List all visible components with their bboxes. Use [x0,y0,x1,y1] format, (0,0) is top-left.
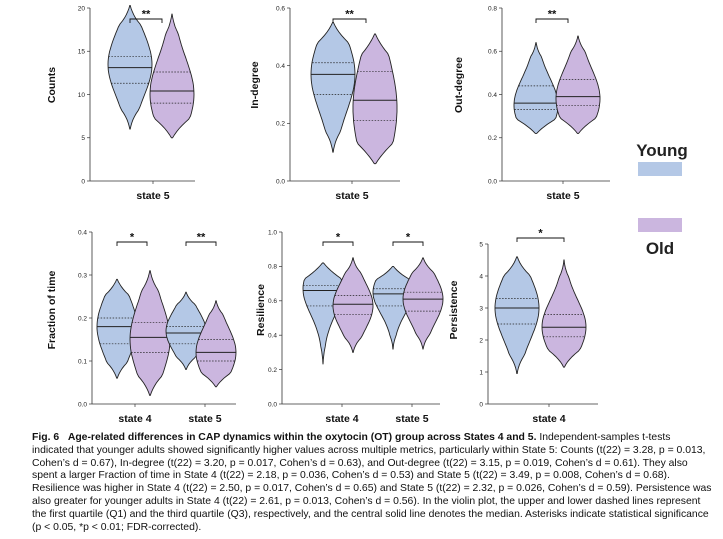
violin-young-state-5 [372,265,414,350]
violin-old-state-5 [195,300,237,388]
y-tick-label: 15 [78,49,86,56]
y-tick-label: 0.8 [488,5,497,12]
y-tick-label: 0.4 [78,229,87,236]
y-axis-title: Persistence [448,280,460,339]
y-tick-label: 20 [78,5,86,12]
significance-label: ** [197,232,206,244]
y-tick-label: 0.0 [268,401,277,408]
y-tick-label: 0.1 [78,358,87,365]
y-tick-label: 0.0 [78,401,87,408]
violin-old-state-4 [541,259,587,368]
y-tick-label: 0.6 [276,5,285,12]
violin-young-state-4 [494,256,540,375]
legend-old-swatch [638,218,682,232]
y-tick-label: 0.4 [276,63,285,70]
y-tick-label: 1 [479,369,483,376]
significance-label: ** [142,9,151,21]
significance-label: * [336,232,341,244]
y-axis-title: Fraction of time [46,270,58,349]
y-axis-title: Resilience [255,284,267,336]
violin-old-state-5 [402,257,444,350]
significance-bracket [185,241,217,246]
panel-fraction-of-time: 0.0 0.1 0.2 0.3 0.4 Fraction of time state 4 st… [46,229,237,425]
y-tick-label: 2 [479,337,483,344]
y-tick-label: 3 [479,305,483,312]
y-tick-label: 0.0 [488,178,497,185]
y-tick-label: 5 [479,241,483,248]
category-label: state 5 [546,190,579,202]
significance-label: ** [345,9,354,21]
y-tick-label: 0.2 [268,367,277,374]
y-tick-label: 5 [81,135,85,142]
y-axis-title: Counts [46,67,58,103]
legend-young-label: Young [636,141,688,160]
category-label: state 4 [325,413,358,425]
legend: Young Old [636,141,688,258]
y-tick-label: 10 [78,92,86,99]
significance-label: * [130,232,135,244]
significance-bracket [322,241,354,246]
y-tick-label: 0.0 [276,178,285,185]
significance-bracket [535,18,569,23]
y-tick-label: 4 [479,273,483,280]
y-tick-label: 1.0 [268,229,277,236]
panel-in-degree: 0.0 0.2 0.4 0.6 In-degree state 5 ** [249,5,400,202]
y-tick-label: 0.2 [276,121,285,128]
category-label: state 5 [335,190,368,202]
y-tick-label: 0 [479,401,483,408]
caption-title: Age-related differences in CAP dynamics … [67,432,537,443]
violin-old-state-5 [352,33,398,165]
violin-young-state-5 [513,42,559,134]
y-tick-label: 0.4 [488,92,497,99]
y-tick-label: 0.8 [268,264,277,271]
y-axis-title: Out-degree [453,57,465,113]
y-tick-label: 0 [81,178,85,185]
legend-young-swatch [638,162,682,176]
significance-bracket [116,241,148,246]
significance-label: * [538,228,543,240]
y-tick-label: 0.6 [268,298,277,305]
caption-figure-number: Fig. 6 [32,432,60,443]
violin-old-state-5 [555,35,601,134]
category-label: state 5 [136,190,169,202]
category-label: state 5 [395,413,428,425]
violin-old-state-5 [149,13,195,139]
violin-old-state-4 [129,270,171,396]
y-tick-label: 0.4 [268,333,277,340]
panel-counts: 0 5 10 15 20 Counts state 5 ** [46,4,195,202]
violin-young-state-5 [310,21,356,153]
y-tick-label: 0.3 [78,272,87,279]
significance-bracket [129,18,163,23]
y-tick-label: 0.2 [78,315,87,322]
category-label: state 4 [118,413,151,425]
category-label: state 5 [188,413,221,425]
category-label: state 4 [532,413,565,425]
panel-out-degree: 0.0 0.2 0.4 0.6 0.8 Out-degree state 5 ** [453,5,610,202]
significance-label: * [406,232,411,244]
y-tick-label: 0.2 [488,135,497,142]
violin-old-state-4 [332,257,374,353]
legend-old-label: Old [646,239,674,258]
violin-young-state-4 [302,262,344,365]
significance-bracket [392,241,424,246]
panel-persistence: 0 1 2 3 4 5 Persistence state 4 * [448,228,598,425]
significance-label: ** [548,9,557,21]
caption-body: Independent-samples t-tests indicated th… [32,432,712,533]
figure-caption: Fig. 6 Age-related differences in CAP dy… [32,432,713,534]
y-tick-label: 0.6 [488,49,497,56]
y-axis-title: In-degree [249,61,261,108]
significance-bracket [516,237,565,242]
panel-resilience: 0.0 0.2 0.4 0.6 0.8 1.0 Resilience state 4 state… [255,229,444,425]
significance-bracket [332,18,367,23]
